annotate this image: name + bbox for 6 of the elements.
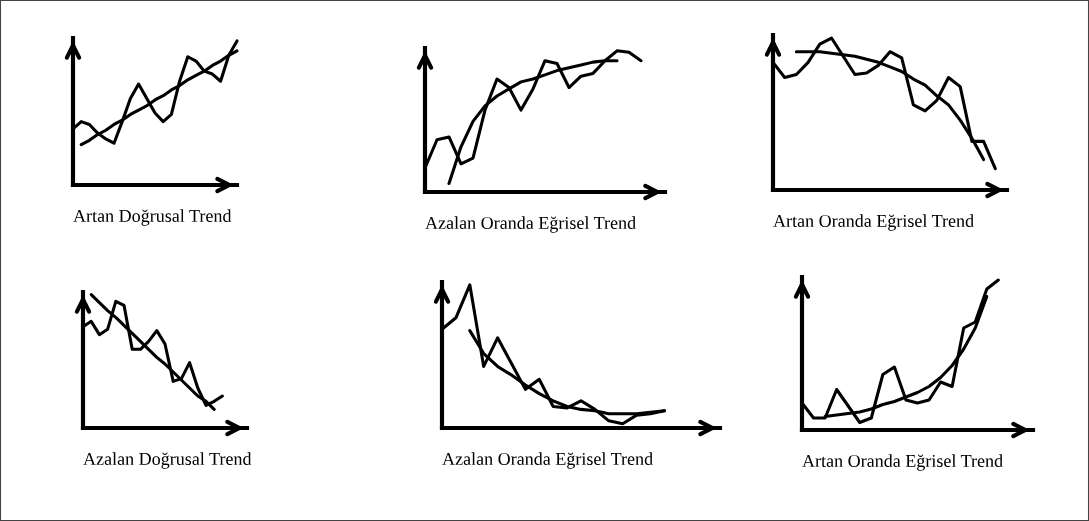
x-axis-title: Azalan Oranda Eğrisel Trend [442, 452, 653, 469]
x-axis-title: Artan Oranda Eğrisel Trend [773, 214, 974, 231]
x-axis-title: Artan Oranda Eğrisel Trend [802, 454, 1003, 471]
x-axis-title: Azalan Oranda Eğrisel Trend [425, 216, 636, 233]
x-axis-title: Azalan Doğrusal Trend [83, 452, 252, 469]
x-axis-title: Artan Doğrusal Trend [73, 209, 232, 226]
